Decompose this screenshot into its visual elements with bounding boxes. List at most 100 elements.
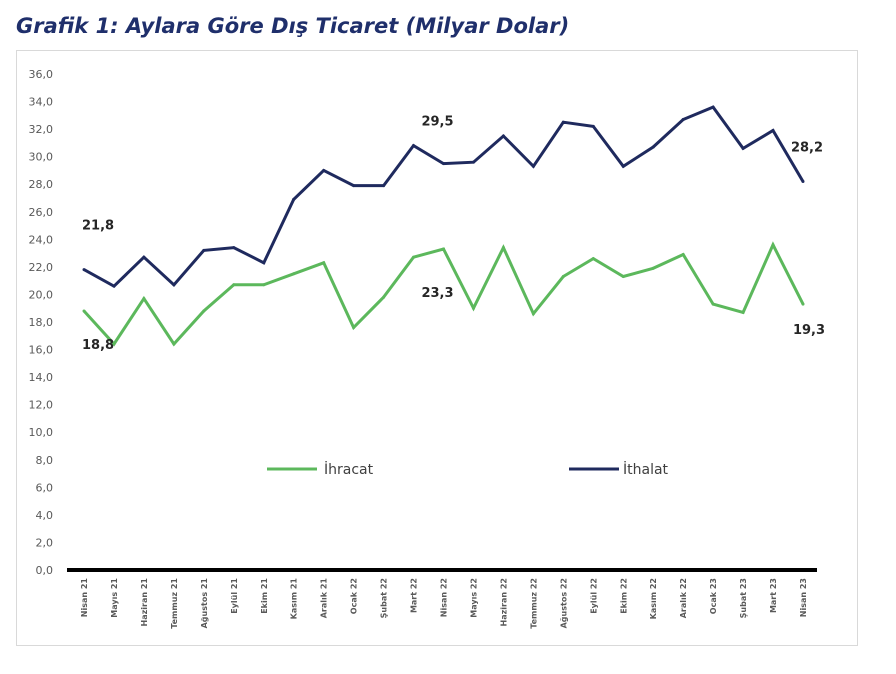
x-tick-label: Aralık 22 [679, 578, 688, 618]
data-point [741, 146, 745, 150]
data-point [501, 246, 505, 250]
data-point [711, 105, 715, 109]
y-tick-label: 14,0 [29, 371, 54, 384]
data-point [681, 117, 685, 121]
y-tick-label: 20,0 [29, 288, 54, 301]
data-label: 29,5 [421, 115, 453, 130]
data-point [801, 302, 805, 306]
data-point [471, 306, 475, 310]
y-tick-label: 8,0 [36, 454, 54, 467]
x-tick-label: Mayıs 21 [110, 578, 119, 618]
data-point [352, 184, 356, 188]
data-point [142, 297, 146, 301]
chart-frame: 0,0 2,0 4,0 6,0 8,0 10,0 12,0 14,0 16,0 18,0 20,0 2… [16, 50, 858, 646]
data-point [741, 310, 745, 314]
data-point [202, 248, 206, 252]
y-tick-label: 24,0 [29, 233, 54, 246]
data-point [651, 145, 655, 149]
data-point [352, 326, 356, 330]
data-point [412, 255, 416, 259]
data-point [82, 268, 86, 272]
data-point [501, 134, 505, 138]
data-point [681, 252, 685, 256]
x-tick-label: Kasım 21 [290, 578, 299, 620]
x-tick-label: Eylül 21 [230, 578, 239, 614]
data-point [172, 342, 176, 346]
x-tick-label: Temmuz 21 [170, 578, 179, 629]
data-point [531, 312, 535, 316]
y-tick-label: 26,0 [29, 206, 54, 219]
data-point [771, 128, 775, 132]
data-point [262, 283, 266, 287]
legend-label: İthalat [623, 460, 669, 478]
data-point [531, 164, 535, 168]
data-point [112, 342, 116, 346]
x-tick-label: Haziran 21 [140, 578, 149, 627]
x-tick-label: Ocak 22 [350, 578, 359, 614]
x-tick-label: Ağustos 22 [559, 578, 568, 628]
y-tick-label: 10,0 [29, 426, 54, 439]
y-tick-label: 0,0 [36, 564, 54, 577]
x-tick-label: Aralık 21 [320, 578, 329, 619]
data-point [771, 243, 775, 247]
y-tick-label: 18,0 [29, 316, 54, 329]
x-tick-label: Eylül 22 [589, 578, 598, 614]
data-point [322, 261, 326, 265]
series-ithalat-line [83, 105, 805, 289]
data-point [82, 309, 86, 313]
x-tick-label: Mart 23 [769, 578, 778, 613]
data-point [262, 261, 266, 265]
y-tick-label: 6,0 [36, 481, 54, 494]
data-point [621, 164, 625, 168]
data-point [711, 302, 715, 306]
data-point [471, 160, 475, 164]
x-tick-label: Haziran 22 [499, 578, 508, 626]
x-tick-label: Nisan 23 [799, 578, 808, 617]
y-tick-label: 4,0 [36, 509, 54, 522]
data-point [172, 283, 176, 287]
data-label: 23,3 [421, 286, 453, 301]
x-tick-label: Ağustos 21 [200, 578, 209, 629]
data-label: 21,8 [82, 219, 114, 234]
data-point [292, 197, 296, 201]
x-tick-label: Temmuz 22 [529, 578, 538, 629]
data-point [651, 266, 655, 270]
x-tick-label: Şubat 22 [380, 578, 389, 618]
data-label: 18,8 [82, 338, 114, 353]
x-tick-label: Kasım 22 [649, 578, 658, 619]
data-point [591, 124, 595, 128]
data-point [621, 275, 625, 279]
y-tick-label: 36,0 [29, 68, 54, 81]
data-point [561, 275, 565, 279]
y-tick-label: 2,0 [36, 536, 54, 549]
data-point [232, 283, 236, 287]
legend-label: İhracat [324, 460, 374, 478]
data-point [142, 255, 146, 259]
chart-title: Grafik 1: Aylara Göre Dış Ticaret (Milya… [16, 14, 570, 38]
series-layer [82, 105, 805, 347]
data-point [292, 272, 296, 276]
x-tick-label: Mayıs 22 [469, 578, 478, 618]
data-point [801, 179, 805, 183]
x-axis: Nisan 21 Mayıs 21 Haziran 21 Temmuz 21 Ağust… [67, 568, 817, 629]
data-point [442, 162, 445, 166]
y-tick-label: 22,0 [29, 261, 54, 274]
y-tick-label: 30,0 [29, 151, 54, 164]
x-tick-label: Nisan 21 [80, 578, 89, 618]
data-point [382, 184, 386, 188]
data-point [561, 120, 565, 124]
y-tick-label: 34,0 [29, 96, 54, 109]
y-tick-label: 16,0 [29, 344, 54, 357]
x-tick-label: Mart 22 [410, 578, 419, 613]
data-point [591, 257, 595, 261]
data-point [322, 168, 326, 172]
data-point [112, 284, 116, 288]
data-label: 19,3 [793, 323, 825, 338]
x-tick-label: Şubat 23 [739, 578, 748, 618]
data-point [412, 144, 416, 148]
data-point [382, 295, 386, 299]
data-point [202, 309, 206, 313]
legend: İhracat İthalat [267, 460, 669, 478]
data-labels: 21,8 18,8 29,5 23,3 28,2 19,3 [82, 115, 825, 353]
x-tick-label: Nisan 22 [440, 578, 449, 617]
